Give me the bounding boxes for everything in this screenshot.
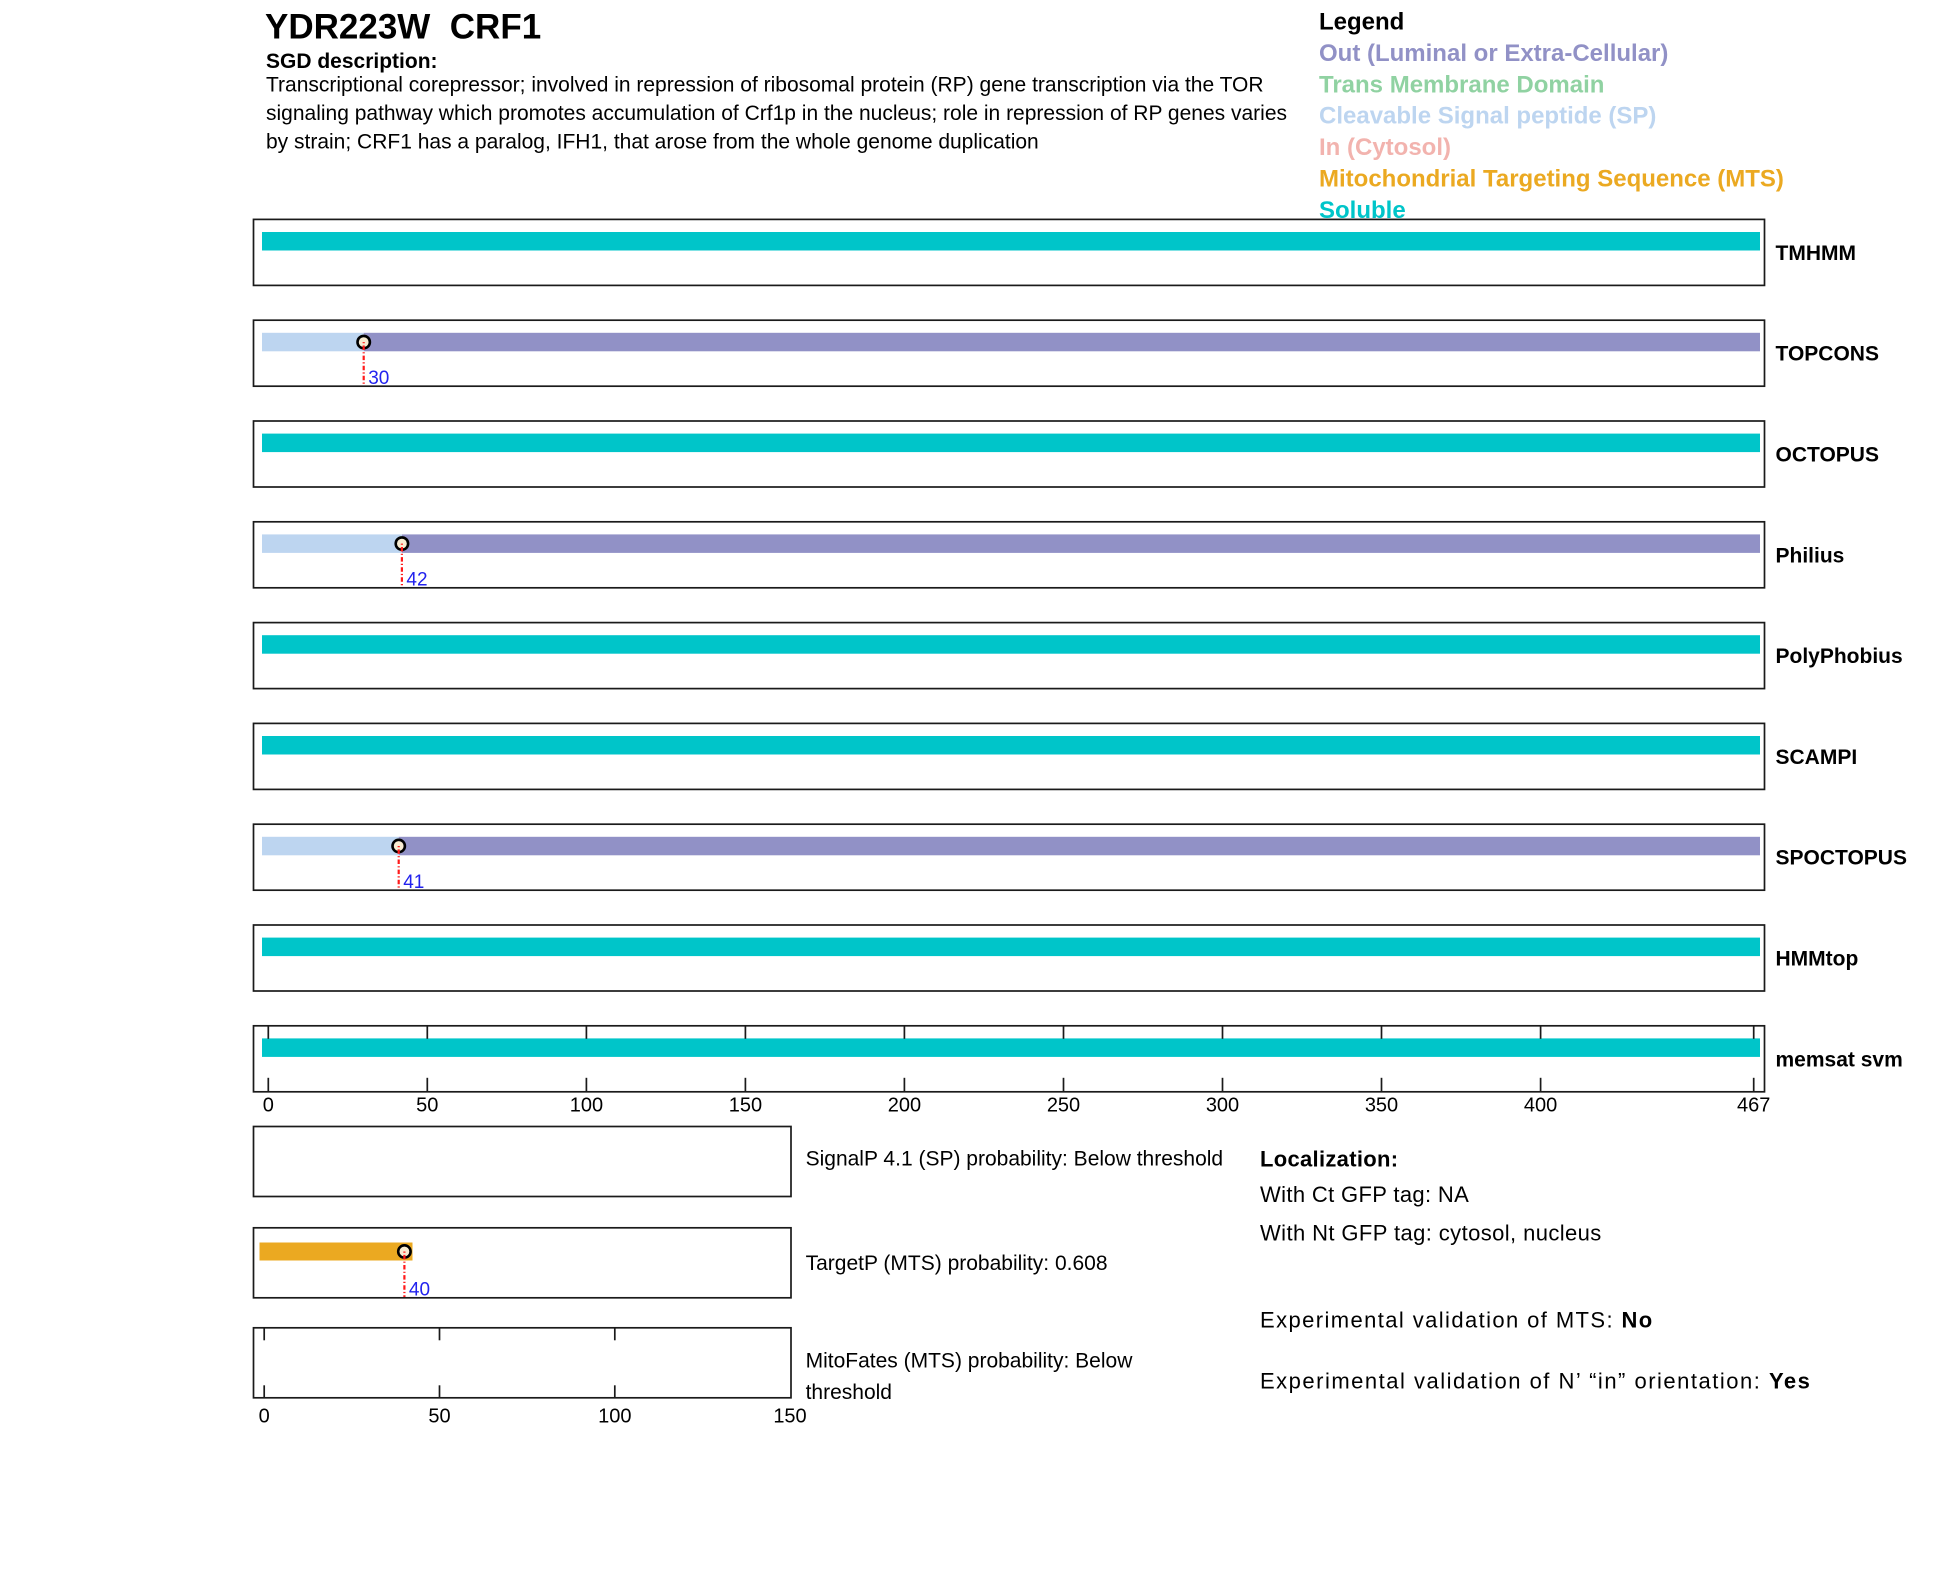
svg-text:SPOCTOPUS: SPOCTOPUS xyxy=(1776,847,1907,870)
svg-text:OCTOPUS: OCTOPUS xyxy=(1776,444,1879,467)
svg-text:Out (Luminal or Extra-Cellular: Out (Luminal or Extra-Cellular) xyxy=(1319,40,1668,67)
svg-text:SCAMPI: SCAMPI xyxy=(1776,746,1858,769)
svg-text:0: 0 xyxy=(259,1406,270,1428)
svg-text:memsat svm: memsat svm xyxy=(1776,1048,1903,1071)
svg-text:0: 0 xyxy=(263,1095,274,1117)
svg-text:40: 40 xyxy=(409,1280,430,1301)
svg-text:150: 150 xyxy=(729,1095,762,1117)
svg-text:SGD description:: SGD description: xyxy=(266,50,438,73)
svg-text:Trans Membrane Domain: Trans Membrane Domain xyxy=(1319,71,1604,98)
svg-text:150: 150 xyxy=(773,1406,806,1428)
svg-text:200: 200 xyxy=(888,1095,921,1117)
svg-text:250: 250 xyxy=(1047,1095,1080,1117)
svg-text:With Ct GFP tag: NA: With Ct GFP tag: NA xyxy=(1260,1182,1469,1207)
svg-text:In (Cytosol): In (Cytosol) xyxy=(1319,134,1451,161)
svg-text:Experimental validation of N’: Experimental validation of N’ “in” orien… xyxy=(1260,1368,1811,1393)
svg-text:400: 400 xyxy=(1524,1095,1557,1117)
svg-text:50: 50 xyxy=(428,1406,450,1428)
svg-text:TOPCONS: TOPCONS xyxy=(1776,343,1879,366)
svg-text:MitoFates (MTS) probability: B: MitoFates (MTS) probability: Below xyxy=(806,1350,1134,1373)
svg-text:41: 41 xyxy=(403,872,424,893)
svg-text:100: 100 xyxy=(598,1406,631,1428)
svg-text:Localization:: Localization: xyxy=(1260,1147,1398,1172)
svg-text:threshold: threshold xyxy=(806,1381,892,1404)
svg-text:Mitochondrial Targeting Sequen: Mitochondrial Targeting Sequence (MTS) xyxy=(1319,166,1784,193)
svg-text:YDR223W CRF1: YDR223W CRF1 xyxy=(265,8,541,47)
svg-text:Legend: Legend xyxy=(1319,9,1404,36)
svg-text:HMMtop: HMMtop xyxy=(1776,948,1859,971)
svg-text:Transcriptional corepressor; i: Transcriptional corepressor; involved in… xyxy=(266,74,1264,97)
svg-text:350: 350 xyxy=(1365,1095,1398,1117)
svg-text:Cleavable Signal peptide (SP): Cleavable Signal peptide (SP) xyxy=(1319,103,1656,130)
svg-text:42: 42 xyxy=(406,570,427,591)
svg-text:signaling pathway which promot: signaling pathway which promotes accumul… xyxy=(266,102,1287,125)
svg-text:300: 300 xyxy=(1206,1095,1239,1117)
svg-text:With Nt GFP tag: cytosol, nucl: With Nt GFP tag: cytosol, nucleus xyxy=(1260,1220,1602,1245)
svg-text:SignalP 4.1 (SP) probability:: SignalP 4.1 (SP) probability: Below thre… xyxy=(806,1147,1224,1170)
svg-text:by strain; CRF1 has a paralog,: by strain; CRF1 has a paralog, IFH1, tha… xyxy=(266,131,1039,154)
svg-text:50: 50 xyxy=(416,1095,438,1117)
svg-text:Experimental validation of MTS: Experimental validation of MTS: No xyxy=(1260,1308,1654,1333)
svg-text:100: 100 xyxy=(570,1095,603,1117)
svg-text:Philius: Philius xyxy=(1776,544,1845,567)
svg-text:467: 467 xyxy=(1737,1095,1770,1117)
svg-text:TMHMM: TMHMM xyxy=(1776,242,1856,265)
svg-text:TargetP (MTS) probability: 0.6: TargetP (MTS) probability: 0.608 xyxy=(806,1252,1108,1275)
svg-text:30: 30 xyxy=(368,368,389,389)
svg-text:PolyPhobius: PolyPhobius xyxy=(1776,645,1903,668)
